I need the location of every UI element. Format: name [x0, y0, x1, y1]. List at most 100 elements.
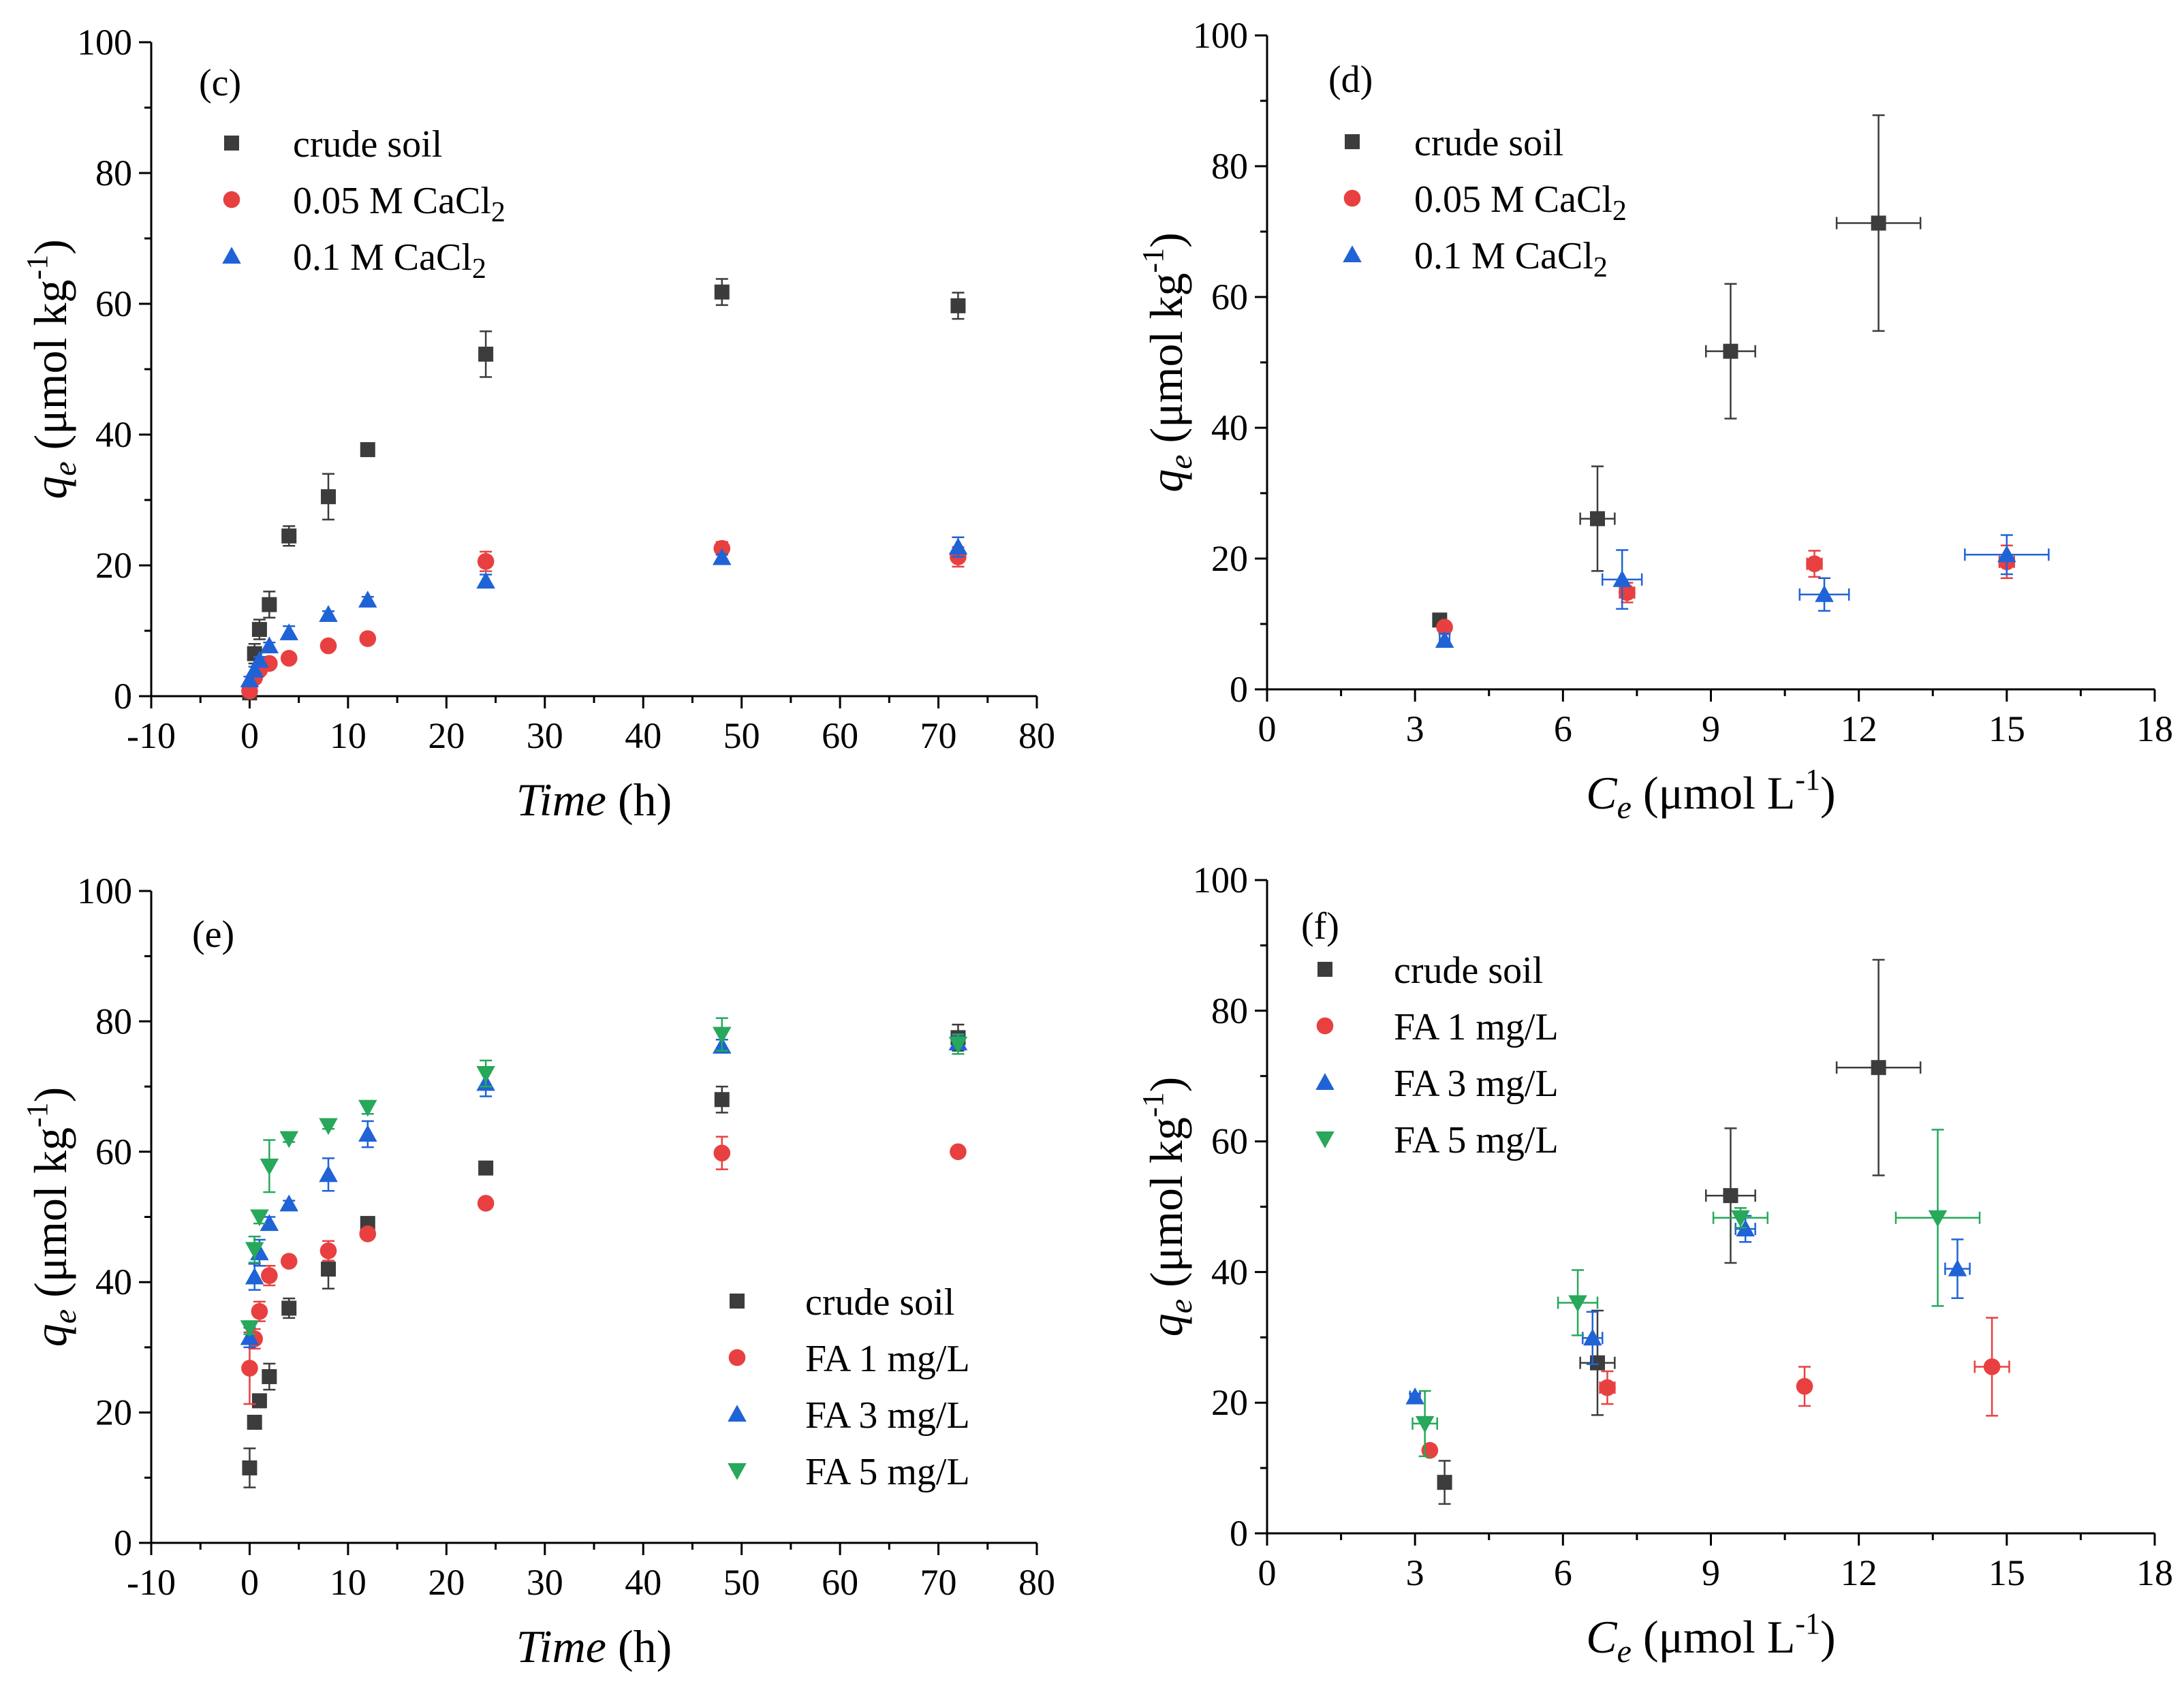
data-point — [713, 1027, 732, 1044]
y-axis-unit: (μmol kg — [1140, 273, 1192, 455]
panel-label: (c) — [199, 62, 241, 104]
x-tick-label: 50 — [723, 1562, 760, 1603]
legend-label: 0.1 M CaCl2 — [1414, 235, 1608, 283]
series-ca005 — [1436, 544, 2016, 636]
data-point — [241, 1360, 258, 1377]
y-axis-var: q — [1140, 1313, 1192, 1336]
y-axis-unit-close: ) — [1140, 232, 1192, 248]
data-point — [1871, 215, 1886, 231]
x-tick-label: 12 — [1841, 708, 1877, 749]
y-tick-label: 0 — [1230, 669, 1248, 710]
data-point — [1871, 1060, 1886, 1076]
legend-label-text: 0.05 M CaCl — [293, 180, 491, 222]
x-axis-unit-close: ) — [1820, 1611, 1836, 1663]
data-point — [359, 630, 377, 647]
data-point — [1599, 1379, 1616, 1396]
data-point — [358, 1125, 377, 1142]
x-tick-label: 12 — [1841, 1552, 1877, 1593]
data-point — [1948, 1259, 1967, 1277]
legend-marker — [1343, 189, 1361, 207]
y-axis-subscript: e — [1163, 1299, 1199, 1313]
data-point — [1568, 1295, 1587, 1313]
data-point — [319, 1118, 338, 1136]
x-axis-subscript: e — [1617, 1633, 1632, 1670]
data-point — [1437, 1475, 1452, 1490]
legend-label-text: 0.1 M CaCl — [293, 236, 472, 279]
data-point — [478, 346, 494, 362]
x-axis-title: Time (h) — [516, 1621, 672, 1672]
x-tick-label: 70 — [920, 1562, 957, 1603]
data-point — [1405, 1387, 1424, 1405]
x-tick-label: 60 — [822, 715, 858, 756]
data-point — [247, 1414, 262, 1430]
y-axis-unit-superscript: -1 — [1136, 1092, 1170, 1117]
data-point — [713, 548, 732, 565]
x-tick-label: 9 — [1702, 1552, 1720, 1593]
y-axis-unit-superscript: -1 — [20, 255, 54, 280]
data-point — [279, 1131, 298, 1148]
legend-label: FA 1 mg/L — [805, 1338, 970, 1380]
series-crude — [242, 1023, 966, 1488]
x-tick-label: -10 — [127, 1562, 176, 1603]
series-fa3 — [1405, 1215, 1971, 1405]
x-tick-label: 20 — [428, 1562, 465, 1603]
x-axis-var: Time — [516, 1621, 606, 1672]
y-axis-title: qe (μmol kg-1) — [20, 239, 83, 499]
legend-label: crude soil — [1394, 950, 1543, 992]
x-tick-label: 10 — [330, 1562, 366, 1603]
y-axis-subscript: e — [47, 1309, 83, 1324]
legend-label: FA 3 mg/L — [1394, 1063, 1559, 1105]
data-point — [358, 591, 377, 608]
data-point — [714, 284, 730, 300]
data-point — [1731, 1210, 1750, 1227]
y-axis-var: q — [1140, 469, 1192, 492]
legend-label-text: crude soil — [1394, 950, 1543, 992]
x-axis-var: C — [1586, 1611, 1617, 1663]
series-fa1 — [1421, 1317, 2010, 1459]
x-tick-label: 6 — [1554, 1552, 1572, 1593]
x-axis-unit-close: ) — [1820, 767, 1836, 819]
series-fa5 — [1411, 1129, 1981, 1458]
x-tick-label: 18 — [2136, 1552, 2173, 1593]
legend-label-text: 0.1 M CaCl — [1414, 235, 1593, 277]
y-axis-title: qe (μmol kg-1) — [1136, 232, 1199, 492]
data-point — [319, 1242, 337, 1259]
data-point — [1583, 1328, 1602, 1346]
y-axis-var: q — [25, 1324, 76, 1347]
y-tick-label: 20 — [95, 545, 132, 586]
x-tick-label: 80 — [1018, 715, 1055, 756]
series-crude — [1437, 958, 1922, 1505]
legend-label-subscript: 2 — [1593, 252, 1608, 283]
y-tick-label: 100 — [1193, 15, 1248, 56]
data-point — [1435, 631, 1454, 648]
legend-label-text: FA 5 mg/L — [1394, 1119, 1559, 1161]
legend-marker — [1315, 1131, 1335, 1148]
legend-marker — [223, 191, 240, 208]
data-point — [260, 1214, 279, 1232]
x-axis-var: Time — [516, 774, 606, 826]
y-axis-title: qe (μmol kg-1) — [1136, 1077, 1199, 1337]
x-axis-title: Time (h) — [516, 774, 672, 826]
x-tick-label: 10 — [330, 715, 366, 756]
data-point — [950, 1143, 967, 1161]
x-axis-title: Ce (μmol L-1) — [1586, 763, 1835, 826]
y-axis-title: qe (μmol kg-1) — [20, 1087, 83, 1347]
data-point — [1723, 1188, 1738, 1204]
data-point — [1928, 1210, 1948, 1227]
x-tick-label: 0 — [240, 715, 259, 756]
y-tick-label: 0 — [114, 1522, 132, 1563]
legend-label-subscript: 2 — [1612, 195, 1627, 227]
y-tick-label: 40 — [1211, 407, 1248, 448]
legend-label-text: FA 3 mg/L — [805, 1394, 970, 1437]
x-axis-subscript: e — [1617, 789, 1632, 826]
legend-label-text: crude soil — [805, 1281, 954, 1324]
data-point — [1723, 343, 1738, 359]
series-crude — [242, 278, 966, 701]
data-point — [250, 1209, 269, 1227]
legend-label: crude soil — [805, 1281, 954, 1324]
x-tick-label: 9 — [1702, 708, 1720, 749]
data-point — [261, 1267, 278, 1284]
x-tick-label: 40 — [625, 715, 661, 756]
data-point — [262, 597, 277, 612]
